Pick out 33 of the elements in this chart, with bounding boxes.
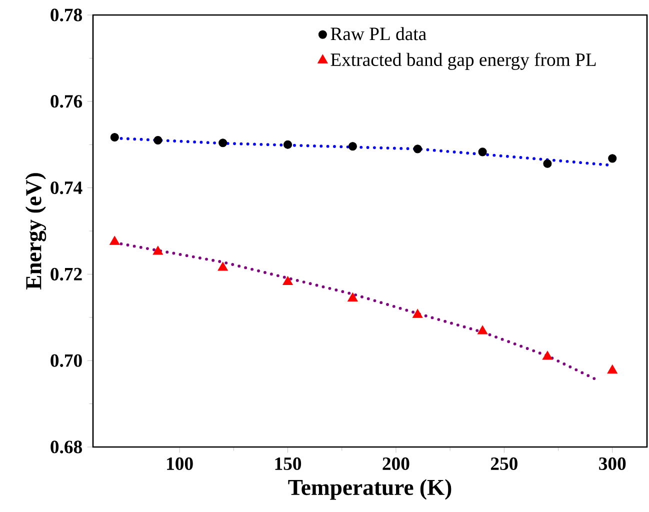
- point: [154, 136, 162, 145]
- point: [282, 276, 293, 286]
- point: [607, 364, 618, 374]
- point: [218, 262, 228, 271]
- y-tick-label: 0.72: [50, 268, 82, 281]
- x-tick-label: 200: [382, 457, 410, 470]
- point: [218, 138, 228, 148]
- point: [413, 144, 422, 154]
- legend-label: Raw PL data: [330, 27, 426, 40]
- y-axis-title: Energy (eV): [25, 173, 46, 290]
- y-tick-label: 0.68: [50, 440, 82, 454]
- y-tick-label: 0.76: [50, 95, 82, 108]
- x-tick-label: 100: [167, 457, 193, 470]
- point: [348, 292, 358, 302]
- point: [478, 148, 487, 156]
- point: [477, 325, 488, 334]
- point: [543, 159, 552, 168]
- point: [110, 132, 119, 142]
- y-tick-label: 0.78: [50, 8, 82, 22]
- point: [348, 142, 357, 151]
- y-tick-label: 0.74: [50, 181, 82, 194]
- point: [542, 350, 553, 360]
- y-tick-label: 0.70: [50, 354, 82, 367]
- point: [412, 308, 423, 318]
- x-tick-label: 300: [599, 457, 626, 470]
- legend-label: Extracted band gap energy from PL: [330, 52, 596, 70]
- point: [110, 236, 120, 245]
- x-tick-label: 250: [490, 457, 518, 470]
- x-tick-label: 150: [275, 457, 302, 470]
- point: [284, 140, 292, 149]
- point: [608, 154, 617, 163]
- point: [152, 246, 164, 255]
- x-axis-title: Temperature (K): [288, 479, 452, 500]
